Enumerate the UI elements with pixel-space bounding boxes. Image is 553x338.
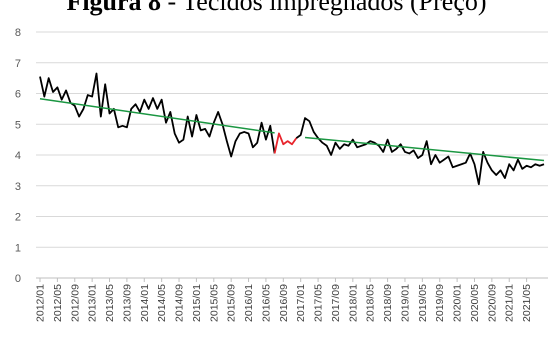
x-tick-label: 2018/01 xyxy=(347,284,359,322)
y-tick-label: 5 xyxy=(15,119,21,131)
y-tick-label: 4 xyxy=(15,150,21,162)
figure-title: - Tecidos impregnados (Preço) xyxy=(167,0,487,16)
x-tick-label: 2021/01 xyxy=(504,284,516,322)
x-tick-label: 2020/01 xyxy=(452,284,464,322)
series-line-after xyxy=(295,117,545,186)
x-tick-label: 2015/05 xyxy=(208,284,220,322)
y-tick-label: 3 xyxy=(15,181,21,193)
series-line-trend-before xyxy=(39,97,275,134)
x-tick-label: 2016/01 xyxy=(243,284,255,322)
y-gridlines xyxy=(36,31,548,279)
figure-label: Figura 8 xyxy=(66,0,162,16)
x-tick-label: 2017/09 xyxy=(330,284,342,322)
x-tick-label: 2019/01 xyxy=(399,284,411,322)
y-tick-label: 7 xyxy=(15,58,21,70)
x-tick-label: 2019/05 xyxy=(417,284,429,322)
x-tick-label: 2012/05 xyxy=(52,284,64,322)
x-tick-label: 2016/09 xyxy=(278,284,290,322)
y-tick-label: 2 xyxy=(15,212,21,224)
x-tick-label: 2014/01 xyxy=(139,284,151,322)
y-tick-label: 1 xyxy=(15,242,21,254)
x-tick-labels: 2012/01 2012/05 2012/09 2013/01 2013/05 2013/… xyxy=(35,278,533,322)
x-tick-label: 2015/01 xyxy=(191,284,203,322)
x-tick-label: 2017/01 xyxy=(295,284,307,322)
x-tick-label: 2013/05 xyxy=(104,284,116,322)
x-tick-label: 2013/01 xyxy=(87,284,99,322)
series-line-trend-after xyxy=(304,136,545,162)
y-tick-label: 8 xyxy=(15,27,21,39)
x-tick-label: 2016/05 xyxy=(260,284,272,322)
x-tick-label: 2018/09 xyxy=(382,284,394,322)
chart-title: Figura 8 - Tecidos impregnados (Preço) xyxy=(0,0,553,17)
x-tick-label: 2014/09 xyxy=(174,284,186,322)
series-lines xyxy=(39,72,545,186)
x-tick-label: 2021/05 xyxy=(521,284,533,322)
x-tick-label: 2019/09 xyxy=(434,284,446,322)
y-tick-label: 6 xyxy=(15,89,21,101)
x-tick-label: 2018/05 xyxy=(365,284,377,322)
x-tick-label: 2015/09 xyxy=(226,284,238,322)
x-tick-label: 2014/05 xyxy=(156,284,168,322)
x-tick-label: 2020/05 xyxy=(469,284,481,322)
y-tick-labels: 0 1 2 3 4 5 6 7 8 xyxy=(15,27,21,285)
series-line-before xyxy=(39,72,276,158)
x-tick-label: 2012/09 xyxy=(69,284,81,322)
x-tick-label: 2013/09 xyxy=(121,284,133,322)
x-tick-label: 2020/09 xyxy=(486,284,498,322)
x-tick-label: 2012/01 xyxy=(35,284,47,322)
series-line-transition xyxy=(273,132,298,154)
x-tick-label: 2017/05 xyxy=(313,284,325,322)
y-tick-label: 0 xyxy=(15,273,21,285)
